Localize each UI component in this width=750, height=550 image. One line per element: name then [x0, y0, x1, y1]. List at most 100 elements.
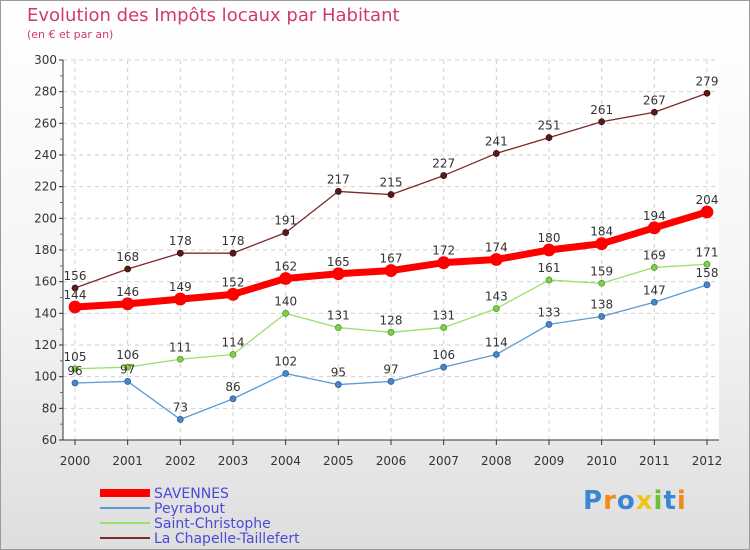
data-label-la-chapelle-taillefert: 168 [116, 250, 139, 264]
chart-title: Evolution des Impôts locaux par Habitant [27, 5, 400, 26]
data-point-peyrabout [124, 378, 132, 385]
data-label-savennes: 204 [696, 193, 719, 207]
legend-label-saint-christophe: Saint-Christophe [154, 516, 271, 532]
x-tick-label: 2012 [692, 454, 723, 468]
y-tick-label: 280 [34, 85, 57, 99]
data-label-saint-christophe: 111 [169, 340, 192, 354]
data-point-savennes [647, 221, 661, 235]
data-label-saint-christophe: 159 [590, 264, 613, 278]
y-tick-label: 220 [34, 180, 57, 194]
data-label-la-chapelle-taillefert: 178 [169, 234, 192, 248]
data-label-la-chapelle-taillefert: 215 [380, 176, 403, 190]
data-point-savennes [595, 237, 609, 251]
y-tick-label: 100 [34, 370, 57, 384]
x-tick-label: 2003 [218, 454, 249, 468]
data-label-saint-christophe: 131 [327, 309, 350, 323]
data-point-peyrabout [703, 281, 711, 289]
y-tick-label: 120 [34, 338, 57, 352]
legend-label-savennes: SAVENNES [154, 486, 229, 502]
data-label-savennes: 152 [222, 275, 245, 289]
data-point-savennes [279, 272, 293, 285]
data-point-la-chapelle-taillefert [334, 188, 342, 195]
data-label-savennes: 146 [116, 285, 139, 299]
data-label-savennes: 194 [643, 209, 666, 223]
data-label-peyrabout: 106 [432, 348, 455, 362]
data-label-peyrabout: 86 [225, 380, 240, 394]
data-label-peyrabout: 97 [120, 362, 135, 376]
data-point-saint-christophe [703, 260, 711, 268]
data-point-saint-christophe [71, 365, 79, 373]
data-label-peyrabout: 96 [67, 364, 82, 378]
data-label-savennes: 172 [432, 244, 455, 258]
data-point-la-chapelle-taillefert [387, 191, 395, 198]
data-point-saint-christophe [334, 324, 342, 331]
data-label-savennes: 149 [169, 280, 192, 294]
data-label-la-chapelle-taillefert: 217 [327, 172, 350, 186]
y-tick-label: 240 [34, 148, 57, 162]
data-point-la-chapelle-taillefert [492, 150, 500, 157]
data-point-peyrabout [598, 313, 606, 320]
data-label-saint-christophe: 171 [696, 245, 719, 259]
data-point-la-chapelle-taillefert [124, 265, 132, 273]
logo-letter: P [583, 486, 604, 516]
data-point-saint-christophe [598, 279, 606, 287]
data-point-savennes [489, 253, 503, 266]
y-tick-label: 260 [34, 116, 57, 130]
data-label-savennes: 184 [590, 225, 613, 239]
data-point-savennes [437, 256, 451, 270]
data-point-peyrabout [650, 298, 658, 306]
data-label-la-chapelle-taillefert: 261 [590, 103, 613, 117]
data-point-la-chapelle-taillefert [650, 108, 658, 116]
data-point-peyrabout [229, 395, 237, 403]
logo-letter: i [653, 486, 664, 516]
data-label-peyrabout: 147 [643, 283, 666, 297]
data-point-peyrabout [334, 381, 342, 388]
data-point-la-chapelle-taillefert [71, 284, 79, 292]
data-label-peyrabout: 95 [331, 366, 346, 380]
x-tick-label: 2006 [376, 454, 407, 468]
proxiti-logo: Proxiti [583, 486, 687, 516]
data-label-peyrabout: 133 [538, 305, 561, 319]
data-label-saint-christophe: 161 [538, 261, 561, 275]
data-label-savennes: 165 [327, 255, 350, 269]
data-point-peyrabout [440, 363, 448, 371]
data-point-la-chapelle-taillefert [598, 118, 606, 126]
data-point-la-chapelle-taillefert [440, 172, 448, 179]
logo-letter: x [635, 486, 654, 516]
legend-label-peyrabout: Peyrabout [154, 501, 226, 517]
x-tick-label: 2008 [481, 454, 512, 468]
data-point-saint-christophe [545, 276, 553, 284]
data-point-peyrabout [492, 351, 500, 358]
data-label-saint-christophe: 105 [64, 350, 87, 364]
logo-letter: t [663, 486, 677, 516]
x-tick-label: 2007 [428, 454, 459, 468]
data-point-saint-christophe [176, 355, 184, 363]
data-point-saint-christophe [282, 309, 290, 317]
data-label-la-chapelle-taillefert: 156 [64, 269, 87, 283]
data-point-la-chapelle-taillefert [176, 249, 184, 257]
data-label-la-chapelle-taillefert: 279 [696, 74, 719, 88]
data-point-la-chapelle-taillefert [229, 249, 237, 257]
data-label-saint-christophe: 169 [643, 248, 666, 262]
data-label-peyrabout: 73 [173, 400, 188, 414]
data-point-la-chapelle-taillefert [545, 134, 553, 141]
data-label-la-chapelle-taillefert: 178 [222, 234, 245, 248]
data-point-peyrabout [545, 321, 553, 328]
data-label-savennes: 162 [274, 260, 297, 274]
data-point-savennes [226, 287, 240, 301]
data-label-peyrabout: 158 [696, 266, 719, 280]
data-point-saint-christophe [650, 264, 658, 271]
data-point-la-chapelle-taillefert [282, 229, 290, 236]
data-label-savennes: 174 [485, 241, 508, 255]
data-label-saint-christophe: 143 [485, 290, 508, 304]
x-tick-label: 2011 [639, 454, 670, 468]
logo-letter: r [603, 486, 617, 516]
data-point-peyrabout [176, 416, 184, 423]
legend-label-la-chapelle-taillefert: La Chapelle-Taillefert [154, 531, 300, 547]
data-label-savennes: 144 [64, 288, 87, 302]
data-label-la-chapelle-taillefert: 251 [538, 119, 561, 133]
data-point-savennes [173, 292, 187, 306]
data-label-saint-christophe: 114 [222, 336, 245, 350]
logo-letter: i [676, 486, 687, 516]
